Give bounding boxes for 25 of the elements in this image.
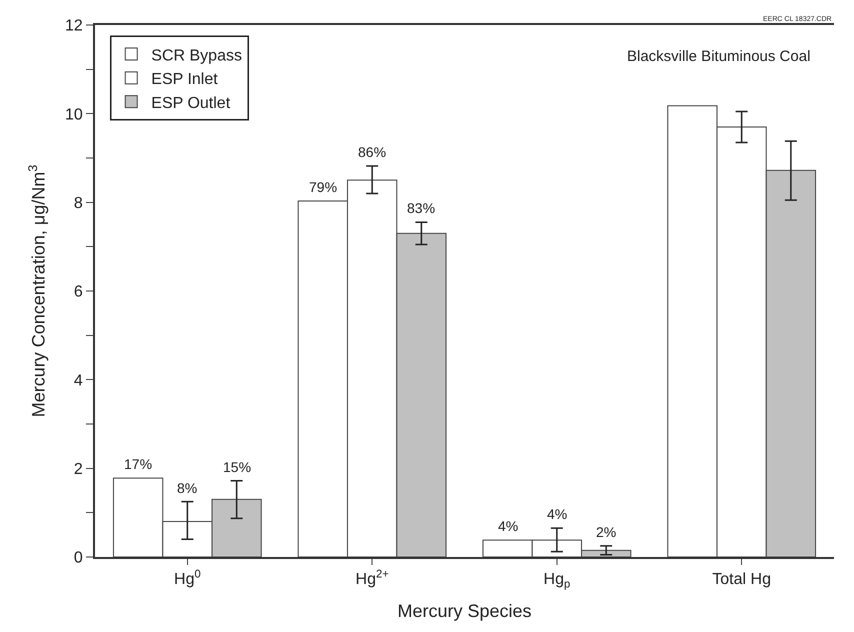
- x-tick-label: Hg$_{p}$: [544, 571, 570, 591]
- annotation: 4%: [547, 506, 568, 522]
- y-tick-label: 10: [65, 106, 83, 124]
- legend-label: SCR Bypass: [151, 47, 242, 64]
- y-tick-label: 2: [74, 460, 83, 478]
- x-tick-label: Total Hg: [712, 571, 771, 588]
- y-tick-label: 8: [74, 194, 83, 212]
- annotation: 17%: [124, 456, 152, 472]
- annotation: 83%: [407, 200, 436, 216]
- x-tick-label: Hg$^{2+}$: [356, 568, 389, 588]
- y-tick-label: 4: [74, 372, 83, 390]
- y-tick-label: 0: [74, 550, 83, 567]
- annotation: 15%: [223, 459, 252, 475]
- annotation: 8%: [177, 480, 198, 496]
- x-axis-title: Mercury Species: [397, 601, 532, 622]
- text: Blacksville Bituminous Coal: [627, 48, 810, 65]
- annotation: 4%: [498, 518, 518, 534]
- x-tick-label: Hg$^{0}$: [174, 568, 201, 588]
- legend-label: ESP Outlet: [151, 94, 231, 112]
- y-tick-label: 12: [65, 18, 83, 35]
- annotation: 2%: [596, 524, 616, 540]
- annotation: 86%: [358, 144, 386, 160]
- y-tick-label: 6: [74, 284, 83, 301]
- legend-label: ESP Inlet: [151, 71, 218, 88]
- annotation: 79%: [309, 179, 338, 195]
